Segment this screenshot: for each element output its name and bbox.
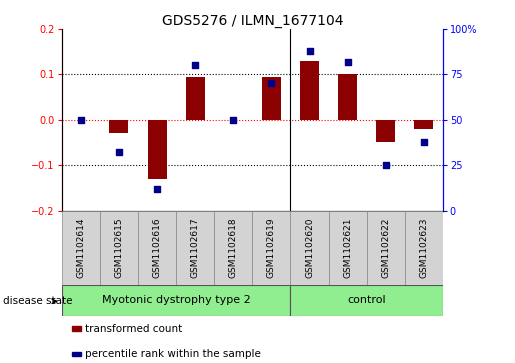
Point: [191, 62, 199, 68]
Text: GSM1102615: GSM1102615: [114, 217, 124, 278]
Bar: [252, 211, 290, 285]
Bar: [147, 120, 166, 179]
Bar: [329, 211, 367, 285]
Bar: [100, 211, 138, 285]
Bar: [414, 120, 433, 129]
Bar: [185, 77, 204, 120]
Point: [77, 117, 85, 123]
Bar: [262, 77, 281, 120]
Text: GSM1102622: GSM1102622: [381, 217, 390, 278]
Text: GSM1102616: GSM1102616: [152, 217, 162, 278]
Bar: [405, 211, 443, 285]
Bar: [367, 211, 405, 285]
Bar: [376, 120, 396, 143]
Bar: [300, 61, 319, 120]
Bar: [109, 120, 128, 134]
Point: [305, 48, 314, 54]
Point: [229, 117, 237, 123]
Text: disease state: disease state: [3, 295, 72, 306]
Text: Myotonic dystrophy type 2: Myotonic dystrophy type 2: [102, 295, 250, 305]
Text: transformed count: transformed count: [85, 323, 182, 334]
Bar: [290, 211, 329, 285]
Title: GDS5276 / ILMN_1677104: GDS5276 / ILMN_1677104: [162, 14, 343, 28]
Point: [153, 186, 161, 192]
Text: GSM1102623: GSM1102623: [419, 217, 428, 278]
Point: [420, 139, 428, 144]
Bar: [176, 211, 214, 285]
Point: [382, 162, 390, 168]
Text: GSM1102614: GSM1102614: [76, 217, 85, 278]
Bar: [62, 285, 290, 316]
Text: GSM1102621: GSM1102621: [343, 217, 352, 278]
Point: [344, 59, 352, 65]
Text: percentile rank within the sample: percentile rank within the sample: [85, 349, 261, 359]
Text: GSM1102620: GSM1102620: [305, 217, 314, 278]
Bar: [338, 74, 357, 120]
Bar: [62, 211, 100, 285]
Text: control: control: [347, 295, 386, 305]
Bar: [290, 285, 443, 316]
Text: GSM1102617: GSM1102617: [191, 217, 200, 278]
Point: [267, 81, 276, 86]
Text: GSM1102618: GSM1102618: [229, 217, 238, 278]
Bar: [138, 211, 176, 285]
Point: [115, 150, 123, 155]
Bar: [214, 211, 252, 285]
Text: GSM1102619: GSM1102619: [267, 217, 276, 278]
